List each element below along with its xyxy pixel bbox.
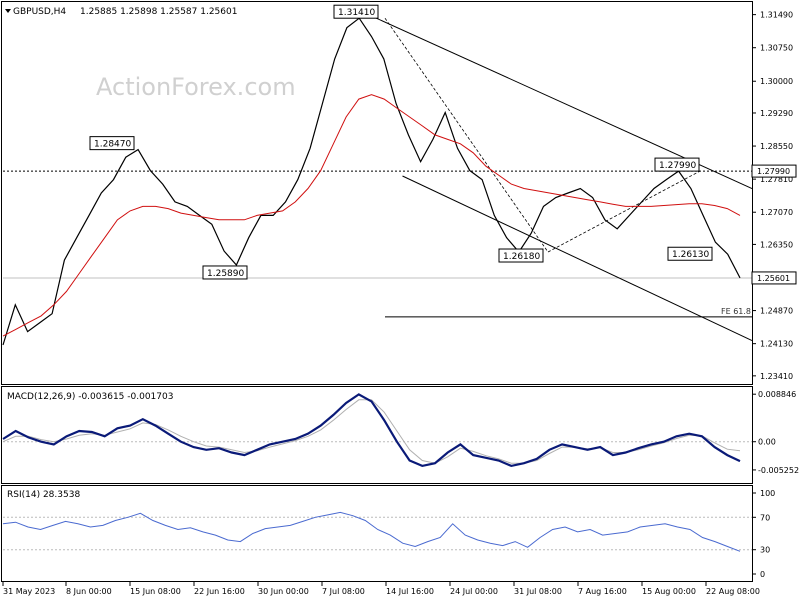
rsi-label: RSI(14) 28.3538 [7, 490, 80, 500]
rsi-tick-label: 30 [760, 546, 770, 555]
price-tick-label: 1.27070 [760, 208, 793, 217]
annotation-box [667, 246, 713, 261]
macd-axis: 0.008846 0.00 -0.005252 [3, 390, 799, 475]
macd-signal-line [2, 399, 741, 464]
macd-panel-frame [1, 386, 753, 484]
annotation-label: 1.28470 [94, 140, 131, 150]
time-tick-label: 8 Jun 00:00 [66, 587, 112, 596]
time-tick-label: 22 Aug 08:00 [706, 587, 760, 596]
price-annotations: 1.31410 1.28470 1.25890 1.26180 1.27990 1.261… [89, 4, 713, 280]
price-tick-label: 1.30000 [760, 77, 793, 86]
time-tick-label: 31 Jul 08:00 [514, 587, 562, 596]
channel-lower-line [402, 175, 753, 341]
macd-line [2, 393, 741, 468]
time-tick-label: 22 Jun 16:00 [194, 587, 245, 596]
watermark: ActionForex.com [96, 73, 296, 101]
annotation-label: 1.27990 [659, 161, 696, 171]
price-tick-label: 1.24870 [760, 307, 793, 316]
macd-tick-label: 0.00 [758, 438, 776, 447]
price-tick-label: 1.29290 [760, 109, 793, 118]
time-tick-label: 31 May 2023 [3, 587, 55, 596]
resistance-axis-tag [751, 164, 797, 178]
annotation-box [498, 248, 544, 263]
price-levels: 1.27990 1.25601 FE 61.8 [3, 164, 797, 318]
price-tick-label: 1.24130 [760, 340, 793, 349]
annotation-label: 1.26180 [503, 252, 540, 262]
symbol-header: GBPUSD,H4 1.25885 1.25898 1.25587 1.2560… [5, 7, 237, 17]
price-axis: 1.31490 1.30750 1.30000 1.29290 1.28550 1.278… [752, 11, 793, 381]
rsi-line [2, 511, 741, 552]
current-price-tag [751, 271, 797, 285]
time-tick-label: 30 Jun 00:00 [258, 587, 309, 596]
current-price-tag-label: 1.25601 [757, 274, 790, 283]
price-tick-label: 1.31490 [760, 11, 793, 20]
swing-dashed-line [547, 170, 701, 253]
price-tick-label: 1.28550 [760, 142, 793, 151]
price-panel-frame [1, 1, 753, 385]
time-tick-label: 24 Jul 00:00 [450, 587, 498, 596]
time-axis: 31 May 2023 8 Jun 00:00 15 Jun 08:00 22 Jun… [2, 582, 760, 596]
macd-tick-label: -0.005252 [758, 466, 799, 475]
rsi-tick-label: 100 [760, 489, 775, 498]
time-tick-label: 7 Aug 16:00 [578, 587, 627, 596]
rsi-panel-frame [1, 485, 753, 582]
macd-label: MACD(12,26,9) -0.003615 -0.001703 [7, 392, 173, 402]
annotation-box [89, 136, 135, 151]
time-tick-label: 14 Jul 16:00 [386, 587, 434, 596]
annotation-label: 1.25890 [207, 269, 244, 279]
price-tick-label: 1.30750 [760, 44, 793, 53]
swing-dashed-line [384, 17, 549, 253]
price-tick-label: 1.23410 [760, 372, 793, 381]
time-tick-label: 7 Jul 08:00 [322, 587, 365, 596]
ohlc-readout: 1.25885 1.25898 1.25587 1.25601 [80, 7, 237, 17]
annotation-box [202, 265, 248, 280]
price-tick-label: 1.27810 [760, 175, 793, 184]
fe-618-label: FE 61.8 [721, 307, 751, 316]
price-series-line [2, 17, 741, 346]
triangle-down-icon [5, 9, 11, 13]
resistance-axis-tag-label: 1.27990 [757, 167, 790, 176]
symbol-label: GBPUSD,H4 [13, 7, 66, 17]
annotation-label: 1.31410 [338, 8, 375, 18]
time-tick-label: 15 Aug 00:00 [642, 587, 696, 596]
time-tick-label: 15 Jun 08:00 [130, 587, 181, 596]
rsi-tick-label: 0 [760, 570, 765, 579]
macd-tick-label: 0.008846 [758, 390, 796, 399]
annotation-label: 1.26130 [672, 250, 709, 260]
annotation-box [654, 157, 700, 172]
annotation-box [333, 4, 379, 19]
rsi-tick-label: 70 [760, 513, 770, 522]
moving-average-line [2, 94, 741, 337]
price-tick-label: 1.26350 [760, 240, 793, 249]
